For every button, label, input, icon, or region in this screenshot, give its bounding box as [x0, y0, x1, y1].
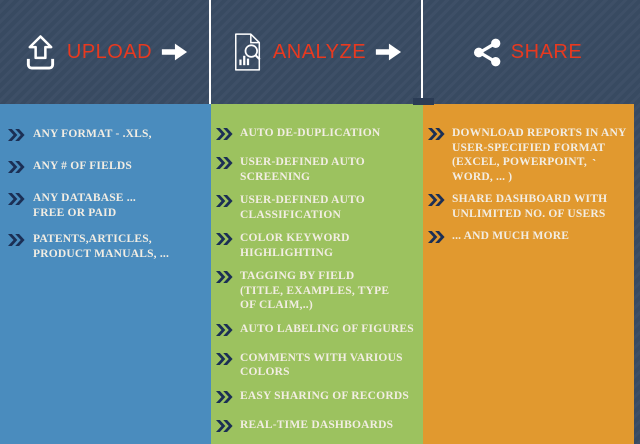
double-chevron-icon — [8, 233, 25, 252]
list-item: PATENTS,ARTICLES, PRODUCT MANUALS, ... — [8, 232, 207, 261]
column-title: UPLOAD — [66, 41, 153, 63]
column-title: ANALYZE — [272, 41, 367, 63]
item-text: REAL-TIME DASHBOARDS — [240, 418, 394, 431]
list-item: ANY FORMAT - .XLS, — [8, 127, 207, 147]
item-text: ANY DATABASE ... FREE OR PAID — [33, 192, 136, 219]
share-icon — [473, 37, 502, 68]
item-text: USER-DEFINED AUTO CLASSIFICATION — [240, 194, 365, 221]
analyze-document-icon — [232, 31, 264, 73]
list-item: ANY DATABASE ... FREE OR PAID — [8, 191, 207, 220]
list-item: USER-DEFINED AUTO CLASSIFICATION — [216, 193, 421, 222]
double-chevron-icon — [428, 127, 445, 146]
double-chevron-icon — [428, 230, 445, 249]
item-text: ANY # OF FIELDS — [33, 160, 132, 172]
double-chevron-icon — [216, 419, 233, 438]
upload-column: ANY FORMAT - .XLS, ANY # OF FIELDS ANY D… — [0, 104, 211, 444]
double-chevron-icon — [216, 270, 233, 289]
item-text: ... AND MUCH MORE — [452, 230, 570, 242]
divider-shadow-notch — [413, 98, 434, 105]
column-title: SHARE — [510, 41, 583, 63]
double-chevron-icon — [8, 128, 25, 147]
list-item: DOWNLOAD REPORTS IN ANY USER-SPECIFIED F… — [428, 126, 632, 184]
right-arrow-icon — [160, 41, 188, 63]
list-item: EASY SHARING OF RECORDS — [216, 389, 421, 409]
double-chevron-icon — [216, 352, 233, 371]
item-text: COLOR KEYWORD HIGHLIGHTING — [240, 232, 350, 259]
list-item: SHARE DASHBOARD WITH UNLIMITED NO. OF US… — [428, 192, 632, 221]
double-chevron-icon — [8, 192, 25, 211]
item-text: PATENTS,ARTICLES, PRODUCT MANUALS, ... — [33, 233, 170, 260]
item-text: EASY SHARING OF RECORDS — [240, 389, 409, 402]
item-text: COMMENTS WITH VARIOUS COLORS — [240, 351, 403, 379]
double-chevron-icon — [428, 193, 445, 212]
double-chevron-icon — [216, 156, 233, 175]
list-item: AUTO DE-DUPLICATION — [216, 126, 421, 146]
item-text: AUTO LABELING OF FIGURES — [240, 322, 414, 335]
header-divider — [421, 0, 423, 104]
list-item: TAGGING BY FIELD (TITLE, EXAMPLES, TYPE … — [216, 269, 421, 313]
double-chevron-icon — [216, 194, 233, 213]
list-item: ... AND MUCH MORE — [428, 229, 632, 249]
item-text: SHARE DASHBOARD WITH UNLIMITED NO. OF US… — [452, 193, 608, 220]
item-text: TAGGING BY FIELD (TITLE, EXAMPLES, TYPE … — [240, 270, 390, 311]
double-chevron-icon — [216, 323, 233, 342]
double-chevron-icon — [216, 232, 233, 251]
double-chevron-icon — [216, 127, 233, 146]
list-item: USER-DEFINED AUTO SCREENING — [216, 155, 421, 184]
right-arrow-icon — [374, 41, 402, 63]
item-text: USER-DEFINED AUTO SCREENING — [240, 156, 365, 183]
upload-header: UPLOAD — [0, 0, 211, 104]
item-text: DOWNLOAD REPORTS IN ANY USER-SPECIFIED F… — [452, 127, 627, 183]
upload-icon — [23, 32, 58, 73]
list-item: AUTO LABELING OF FIGURES — [216, 322, 421, 342]
header-divider — [209, 0, 211, 104]
list-item: REAL-TIME DASHBOARDS — [216, 418, 421, 438]
share-header: SHARE — [423, 0, 634, 104]
item-text: AUTO DE-DUPLICATION — [240, 127, 381, 139]
double-chevron-icon — [216, 390, 233, 409]
analyze-header: ANALYZE — [211, 0, 423, 104]
item-text: ANY FORMAT - .XLS, — [33, 128, 152, 140]
share-column: DOWNLOAD REPORTS IN ANY USER-SPECIFIED F… — [423, 104, 634, 444]
list-item: ANY # OF FIELDS — [8, 159, 207, 179]
stray-mark: ` — [592, 156, 597, 171]
list-item: COMMENTS WITH VARIOUS COLORS — [216, 351, 421, 380]
list-item: COLOR KEYWORD HIGHLIGHTING — [216, 231, 421, 260]
analyze-column: AUTO DE-DUPLICATION USER-DEFINED AUTO SC… — [211, 104, 423, 444]
double-chevron-icon — [8, 160, 25, 179]
